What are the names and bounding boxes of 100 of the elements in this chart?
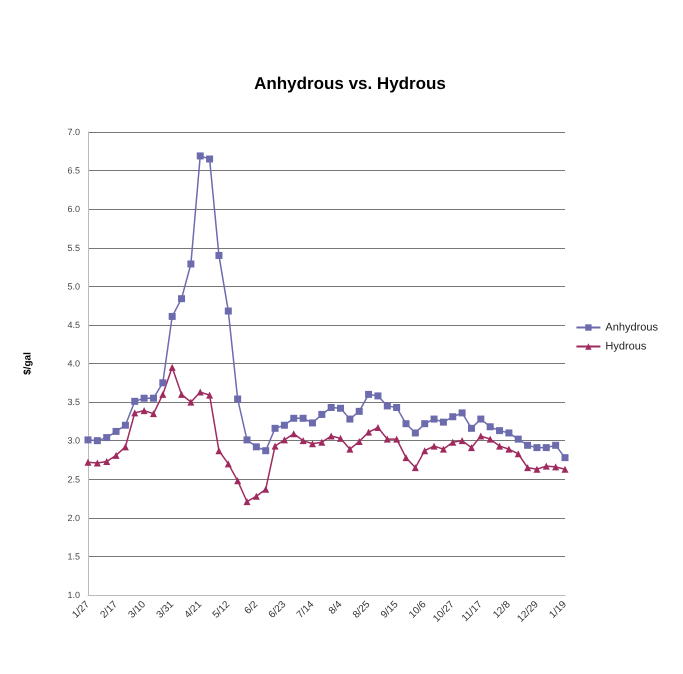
point	[421, 447, 428, 454]
point	[412, 429, 419, 436]
x-tick-label: 5/12	[210, 598, 232, 621]
point	[505, 429, 512, 436]
point	[486, 436, 494, 443]
point	[496, 427, 504, 434]
point	[430, 416, 438, 423]
x-tick-label: 3/10	[126, 598, 148, 621]
point	[449, 413, 456, 420]
x-tick-label: 6/2	[242, 598, 261, 617]
point	[168, 312, 176, 320]
y-tick-label: 2.5	[67, 474, 80, 484]
point	[300, 414, 307, 422]
point	[272, 442, 279, 450]
y-tick-label: 1.5	[67, 551, 80, 562]
point	[468, 444, 475, 452]
point	[552, 463, 560, 470]
point	[384, 402, 391, 410]
point	[356, 408, 363, 415]
point	[365, 390, 372, 398]
point	[150, 394, 157, 402]
point	[262, 486, 270, 493]
point	[234, 477, 242, 484]
legend-label: Hydrous	[605, 340, 647, 352]
point	[449, 438, 456, 446]
y-tick-label: 4.0	[67, 358, 80, 368]
point	[402, 420, 410, 428]
point	[477, 432, 484, 440]
point	[384, 436, 391, 443]
y-tick-label: 5.5	[67, 242, 80, 253]
point	[524, 464, 532, 472]
point	[562, 466, 568, 473]
point	[542, 462, 550, 470]
y-tick-label: 6.5	[67, 166, 80, 176]
point	[458, 437, 466, 444]
point	[206, 156, 214, 163]
point	[159, 390, 166, 398]
x-tick-label: 7/14	[294, 598, 317, 621]
point	[337, 404, 344, 412]
point	[272, 424, 279, 432]
point	[84, 458, 92, 466]
point	[131, 398, 138, 405]
point	[280, 436, 288, 444]
point	[122, 443, 129, 450]
point	[430, 442, 438, 450]
x-tick-label: 1/19	[547, 598, 570, 621]
y-tick-label: 4.5	[67, 320, 80, 330]
y-axis-title: $/gal	[22, 352, 34, 375]
point	[224, 308, 232, 315]
point	[440, 446, 447, 453]
x-tick-label: 12/8	[491, 598, 514, 621]
y-tick-label: 3.0	[67, 436, 80, 446]
point	[103, 434, 110, 442]
legend-label: Anhydrous	[605, 322, 658, 334]
point	[421, 420, 428, 428]
point	[224, 460, 232, 468]
point	[140, 407, 148, 414]
point	[393, 436, 400, 443]
y-tick-label: 2.0	[67, 512, 80, 523]
x-tick-label: 3/31	[154, 598, 176, 621]
point	[524, 442, 532, 449]
x-tick-label: 9/15	[379, 598, 401, 621]
point	[159, 379, 166, 386]
point	[328, 432, 335, 440]
point	[244, 498, 250, 506]
y-tick-label: 6.0	[67, 204, 80, 214]
point	[215, 447, 222, 454]
x-tick-label: 8/25	[350, 598, 373, 621]
point	[196, 388, 204, 396]
point	[94, 460, 101, 467]
point	[262, 447, 270, 454]
point	[402, 454, 410, 462]
y-tick-label: 3.5	[67, 397, 80, 408]
y-tick-label: 7.0	[67, 127, 80, 137]
point	[542, 444, 550, 452]
point	[122, 422, 129, 429]
point	[103, 458, 110, 465]
point	[477, 416, 484, 423]
point	[346, 416, 354, 423]
point	[215, 252, 222, 259]
point	[308, 440, 316, 448]
point	[112, 452, 120, 459]
point	[131, 409, 138, 416]
y-tick-label: 1.0	[67, 590, 80, 600]
point	[458, 409, 466, 416]
point	[514, 436, 522, 443]
point	[393, 404, 400, 411]
point	[140, 394, 148, 402]
point	[356, 438, 363, 445]
point	[234, 395, 242, 402]
x-tick-label: 4/21	[182, 598, 204, 621]
point	[206, 392, 214, 399]
point	[178, 295, 186, 302]
x-tick-label: 6/23	[266, 598, 289, 621]
point	[187, 260, 194, 268]
point	[328, 404, 335, 411]
point	[365, 428, 372, 436]
point	[496, 442, 504, 450]
point	[468, 424, 475, 432]
point	[505, 446, 512, 453]
